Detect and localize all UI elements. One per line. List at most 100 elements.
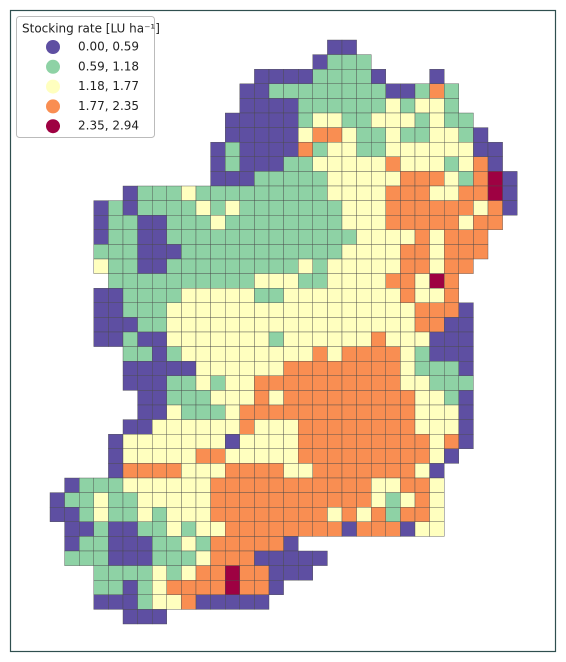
grid-cell <box>356 361 372 377</box>
grid-cell <box>239 141 255 157</box>
grid-cell <box>239 580 255 596</box>
grid-cell <box>254 536 270 552</box>
grid-cell <box>108 229 124 245</box>
grid-cell <box>224 302 240 318</box>
grid-cell <box>341 185 357 201</box>
grid-cell <box>429 404 445 420</box>
grid-cell <box>444 273 460 289</box>
grid-cell <box>312 302 328 318</box>
grid-cell <box>327 448 343 464</box>
grid-cell <box>195 448 211 464</box>
grid-cell <box>181 594 197 610</box>
grid-cell <box>429 141 445 157</box>
grid-cell <box>312 331 328 347</box>
grid-cell <box>444 317 460 333</box>
grid-cell <box>210 448 226 464</box>
grid-cell <box>254 463 270 479</box>
grid-cell <box>254 156 270 172</box>
grid-cell <box>64 536 80 552</box>
grid-cell <box>385 331 401 347</box>
grid-cell <box>385 463 401 479</box>
grid-cell <box>210 375 226 391</box>
grid-cell <box>327 288 343 304</box>
grid-cell <box>356 288 372 304</box>
grid-cell <box>137 448 153 464</box>
grid-cell <box>210 390 226 406</box>
grid-cell <box>93 536 109 552</box>
grid-cell <box>122 258 138 274</box>
grid-cell <box>239 244 255 260</box>
grid-cell <box>458 127 474 143</box>
grid-cell <box>108 507 124 523</box>
grid-cell <box>151 419 167 435</box>
grid-cell <box>341 273 357 289</box>
grid-cell <box>341 507 357 523</box>
grid-cell <box>137 288 153 304</box>
grid-cell <box>385 448 401 464</box>
grid-cell <box>429 361 445 377</box>
grid-cell <box>210 434 226 450</box>
grid-cell <box>137 434 153 450</box>
grid-cell <box>181 419 197 435</box>
grid-cell <box>224 346 240 362</box>
grid-cell <box>195 317 211 333</box>
grid-cell <box>122 288 138 304</box>
grid-cell <box>181 390 197 406</box>
grid-cell <box>254 419 270 435</box>
grid-cell <box>414 361 430 377</box>
grid-cell <box>239 156 255 172</box>
grid-cell <box>458 390 474 406</box>
grid-cell <box>327 317 343 333</box>
grid-cell <box>356 317 372 333</box>
grid-cell <box>166 404 182 420</box>
grid-cell <box>166 419 182 435</box>
grid-cell <box>151 361 167 377</box>
grid-cell <box>239 492 255 508</box>
grid-cell <box>108 200 124 216</box>
grid-cell <box>151 273 167 289</box>
grid-cell <box>283 83 299 99</box>
grid-cell <box>195 244 211 260</box>
grid-cell <box>444 361 460 377</box>
grid-cell <box>166 331 182 347</box>
grid-cell <box>210 463 226 479</box>
grid-cell <box>371 288 387 304</box>
grid-cell <box>371 244 387 260</box>
legend-label: 0.59, 1.18 <box>78 59 139 73</box>
grid-cell <box>283 273 299 289</box>
grid-cell <box>298 317 314 333</box>
grid-cell <box>210 244 226 260</box>
grid-cell <box>298 361 314 377</box>
grid-cell <box>429 419 445 435</box>
grid-cell <box>239 419 255 435</box>
grid-cell <box>268 536 284 552</box>
grid-cell <box>93 507 109 523</box>
grid-cell <box>327 463 343 479</box>
grid-cell <box>181 258 197 274</box>
grid-cell <box>298 214 314 230</box>
grid-cell <box>327 185 343 201</box>
grid-cell <box>341 331 357 347</box>
grid-cell <box>283 492 299 508</box>
grid-cell <box>444 331 460 347</box>
grid-cell <box>371 98 387 114</box>
grid-cell <box>108 258 124 274</box>
grid-cell <box>254 244 270 260</box>
grid-cell <box>93 214 109 230</box>
grid-cell <box>444 258 460 274</box>
grid-cell <box>254 404 270 420</box>
grid-cell <box>108 317 124 333</box>
grid-cell <box>312 112 328 128</box>
grid-cell <box>429 171 445 187</box>
grid-cell <box>239 317 255 333</box>
grid-cell <box>78 477 94 493</box>
grid-cell <box>224 229 240 245</box>
grid-cell <box>385 258 401 274</box>
grid-cell <box>444 244 460 260</box>
grid-cell <box>327 229 343 245</box>
grid-cell <box>312 317 328 333</box>
grid-cell <box>429 477 445 493</box>
grid-cell <box>444 229 460 245</box>
grid-cell <box>181 200 197 216</box>
grid-cell <box>137 609 153 625</box>
